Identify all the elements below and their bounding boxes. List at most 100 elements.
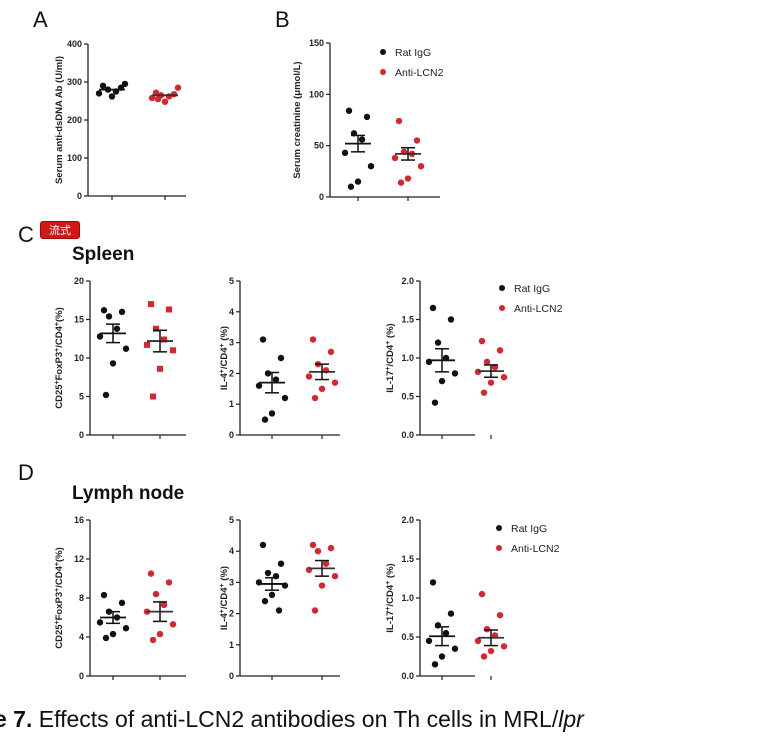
caption-italic: lpr <box>558 706 584 732</box>
data-point <box>451 645 459 652</box>
y-tick-label: 150 <box>309 38 324 48</box>
data-point <box>121 80 129 88</box>
y-tick-label: 8 <box>79 593 84 603</box>
series-anti-lcn2 <box>391 117 425 186</box>
label-fragment: FoxP3 <box>54 592 65 621</box>
chart-c3: 0.00.51.01.52.0IL-17+/CD4+ (%)Rat IgGAnt… <box>385 276 563 440</box>
data-point <box>144 341 150 348</box>
data-point <box>404 175 412 182</box>
label-fragment: FoxP3 <box>54 352 65 381</box>
label-fragment: (%) <box>219 566 230 583</box>
data-point <box>347 183 355 190</box>
series-rat-igg <box>341 107 375 190</box>
y-axis-label: IL-4+/CD4+ (%) <box>219 566 231 630</box>
y-tick-label: 100 <box>309 89 324 99</box>
y-tick-label: 5 <box>229 515 234 525</box>
series-rat-igg <box>95 80 129 100</box>
data-point <box>311 607 319 614</box>
section-title: Lymph node <box>72 483 184 504</box>
chart-d3: 0.00.51.01.52.0IL-17+/CD4+ (%)Rat IgGAnt… <box>385 515 560 681</box>
label-fragment: /CD4 <box>54 325 65 347</box>
data-point <box>305 373 313 380</box>
data-point <box>367 163 375 170</box>
y-tick-label: 0 <box>229 430 234 440</box>
legend-marker <box>496 545 502 551</box>
data-point <box>358 136 366 143</box>
data-point <box>277 354 285 362</box>
y-tick-label: 15 <box>74 315 84 325</box>
superscript-plus: + <box>54 348 61 352</box>
label-fragment: /CD4 <box>385 344 396 366</box>
y-tick-label: 1 <box>229 640 234 650</box>
label-fragment: IL-4 <box>219 372 230 390</box>
y-tick-label: 2 <box>229 368 234 378</box>
data-point <box>152 590 160 598</box>
data-point <box>309 541 317 549</box>
chart-b: B 0 50 100 150 Serum creatinine (μmol/L) Rat I… <box>275 7 444 202</box>
data-point <box>153 325 159 332</box>
data-point <box>102 634 110 642</box>
data-point <box>397 179 405 186</box>
data-point <box>483 626 491 633</box>
data-point <box>96 619 104 626</box>
y-tick-label: 5 <box>79 392 84 402</box>
superscript-plus: + <box>54 380 61 384</box>
data-point <box>150 393 156 400</box>
y-axis-label: IL-17+/CD4+ (%) <box>385 323 397 392</box>
series-rat-igg <box>425 304 459 406</box>
data-point <box>431 661 439 668</box>
data-point <box>152 89 160 96</box>
y-axis-label: IL-4+/CD4+ (%) <box>219 326 231 390</box>
data-point <box>272 376 280 383</box>
label-fragment: IL-17 <box>385 371 396 393</box>
superscript-plus: + <box>219 369 226 373</box>
series-anti-lcn2 <box>143 570 177 644</box>
data-point <box>451 370 459 377</box>
y-tick-label: 200 <box>67 115 82 125</box>
series-anti-lcn2 <box>144 301 176 400</box>
label-fragment: /CD4 <box>54 565 65 587</box>
y-tick-label: 50 <box>314 141 324 151</box>
y-tick-label: 4 <box>229 546 234 556</box>
data-point <box>438 377 446 385</box>
y-tick-label: 0.0 <box>401 671 414 681</box>
series-anti-lcn2 <box>305 541 339 614</box>
legend-label: Rat IgG <box>511 523 547 535</box>
y-tick-label: 3 <box>229 577 234 587</box>
y-tick-label: 4 <box>229 307 234 317</box>
legend-marker <box>499 285 505 291</box>
data-point <box>311 394 319 402</box>
data-point <box>100 591 108 599</box>
y-tick-label: 0.5 <box>401 392 414 402</box>
superscript-plus: + <box>219 583 226 587</box>
series-anti-lcn2 <box>305 336 339 402</box>
data-point <box>259 541 267 549</box>
legend: Rat IgG Anti-LCN2 <box>380 47 444 79</box>
y-tick-label: 20 <box>74 276 84 286</box>
label-fragment: (%) <box>385 563 396 580</box>
legend-marker <box>496 525 502 531</box>
superscript-plus: + <box>385 581 392 585</box>
data-point <box>165 579 173 586</box>
y-axis-label: Serum creatinine (μmol/L) <box>292 61 303 178</box>
data-point <box>431 399 439 406</box>
data-point <box>122 625 130 632</box>
legend-marker <box>380 69 386 75</box>
data-point <box>170 347 176 354</box>
data-point <box>147 570 155 577</box>
y-tick-label: 0 <box>229 671 234 681</box>
series-anti-lcn2 <box>474 590 508 660</box>
data-point <box>309 336 317 343</box>
data-point <box>438 653 446 660</box>
data-point <box>480 653 488 660</box>
data-point <box>109 360 117 367</box>
data-point <box>261 416 269 423</box>
data-point <box>474 637 482 645</box>
data-point <box>487 379 495 386</box>
data-point <box>327 544 335 552</box>
y-tick-label: 300 <box>67 77 82 87</box>
data-point <box>264 370 272 377</box>
